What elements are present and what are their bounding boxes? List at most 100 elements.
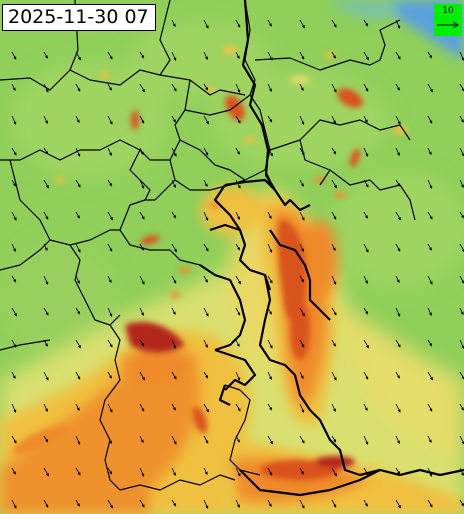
wind-arrow-icon bbox=[43, 115, 48, 125]
wind-scale-value: 10 bbox=[442, 6, 454, 16]
wind-arrow-icon bbox=[363, 435, 369, 445]
wind-arrow-icon bbox=[459, 211, 464, 219]
wind-arrow-icon bbox=[171, 403, 176, 411]
wind-arrow-icon bbox=[75, 83, 81, 92]
wind-arrow-icon bbox=[331, 51, 336, 59]
wind-arrow-icon bbox=[43, 211, 49, 220]
wind-arrow-icon bbox=[203, 499, 209, 509]
wind-arrow-icon bbox=[11, 243, 16, 253]
wind-arrow-icon bbox=[203, 147, 209, 156]
wind-arrow-icon bbox=[43, 339, 48, 347]
wind-arrow-icon bbox=[437, 21, 459, 29]
wind-arrow-icon bbox=[235, 339, 240, 348]
wind-arrow-icon bbox=[395, 371, 400, 379]
wind-arrow-icon bbox=[75, 371, 81, 380]
wind-arrow-icon bbox=[43, 403, 48, 413]
wind-arrow-icon bbox=[427, 435, 432, 444]
wind-arrow-icon bbox=[203, 51, 208, 61]
wind-arrow-icon bbox=[427, 211, 433, 220]
wind-arrow-icon bbox=[203, 275, 208, 283]
wind-arrow-icon bbox=[427, 115, 433, 124]
wind-arrow-icon bbox=[267, 435, 273, 445]
wind-arrow-icon bbox=[235, 211, 240, 221]
wind-arrow-icon bbox=[395, 307, 401, 317]
wind-arrow-icon bbox=[299, 435, 305, 444]
wind-arrow-icon bbox=[203, 211, 209, 221]
wind-arrow-icon bbox=[171, 179, 176, 189]
wind-arrow-icon bbox=[267, 211, 272, 220]
wind-arrow-icon bbox=[395, 179, 401, 187]
wind-arrow-icon bbox=[427, 467, 433, 477]
wind-arrow-icon bbox=[203, 435, 209, 444]
wind-arrow-icon bbox=[139, 275, 145, 285]
wind-arrow-icon bbox=[363, 115, 368, 124]
wind-arrow-icon bbox=[331, 499, 337, 508]
wind-arrow-icon bbox=[299, 19, 305, 29]
wind-arrow-icon bbox=[75, 147, 81, 157]
wind-arrow-icon bbox=[267, 179, 273, 188]
wind-arrow-icon bbox=[427, 307, 432, 317]
wind-arrow-icon bbox=[107, 275, 112, 284]
wind-arrow-icon bbox=[459, 499, 464, 507]
wind-arrow-icon bbox=[171, 435, 177, 445]
wind-arrow-icon bbox=[43, 371, 49, 381]
wind-arrows bbox=[11, 19, 464, 509]
wind-arrow-icon bbox=[139, 371, 145, 381]
wind-arrow-icon bbox=[459, 83, 464, 92]
wind-arrow-icon bbox=[299, 339, 305, 348]
wind-arrow-icon bbox=[107, 179, 113, 187]
wind-arrow-icon bbox=[267, 147, 273, 157]
wind-arrow-icon bbox=[299, 307, 305, 317]
wind-arrow-icon bbox=[171, 307, 176, 316]
wind-arrow-icon bbox=[235, 147, 240, 155]
wind-arrow-icon bbox=[11, 147, 17, 156]
wind-arrow-icon bbox=[107, 83, 112, 91]
wind-arrow-icon bbox=[139, 435, 144, 444]
wind-arrow-icon bbox=[235, 51, 240, 60]
wind-arrow-icon bbox=[171, 243, 177, 253]
wind-arrow-icon bbox=[107, 243, 113, 252]
wind-arrow-icon bbox=[331, 115, 336, 125]
wind-arrow-icon bbox=[139, 499, 145, 508]
wind-arrow-icon bbox=[43, 307, 49, 316]
wind-arrow-icon bbox=[75, 275, 80, 285]
wind-arrow-icon bbox=[267, 275, 273, 284]
wind-arrow-icon bbox=[171, 371, 177, 380]
wind-arrow-icon bbox=[395, 403, 401, 413]
wind-arrow-icon bbox=[75, 339, 81, 349]
wind-arrow-icon bbox=[107, 147, 112, 157]
wind-arrow-icon bbox=[139, 147, 144, 156]
wind-arrow-icon bbox=[171, 275, 177, 284]
wind-arrow-icon bbox=[171, 19, 176, 28]
wind-arrow-icon bbox=[363, 147, 369, 157]
wind-arrow-icon bbox=[75, 115, 80, 124]
wind-arrow-icon bbox=[171, 115, 176, 123]
wind-arrow-icon bbox=[171, 211, 177, 219]
wind-arrow-icon bbox=[459, 275, 464, 284]
wind-arrow-icon bbox=[171, 51, 177, 61]
wind-arrow-icon bbox=[107, 211, 113, 221]
wind-arrow-icon bbox=[43, 275, 49, 285]
wind-arrow-icon bbox=[427, 275, 433, 285]
wind-arrow-icon bbox=[459, 51, 464, 61]
severe-wind-streaks bbox=[12, 88, 363, 480]
wind-arrow-icon bbox=[331, 275, 337, 285]
wind-arrow-icon bbox=[235, 467, 241, 477]
wind-arrow-icon bbox=[267, 19, 272, 27]
wind-arrow-icon bbox=[75, 403, 80, 412]
wind-arrow-icon bbox=[235, 179, 241, 189]
wind-arrow-icon bbox=[75, 211, 80, 219]
wind-arrow-icon bbox=[203, 371, 209, 379]
wind-arrow-icon bbox=[427, 243, 432, 251]
wind-arrow-icon bbox=[459, 147, 464, 157]
wind-arrow-icon bbox=[331, 435, 337, 443]
wind-arrow-icon bbox=[171, 339, 177, 349]
wind-arrow-icon bbox=[107, 307, 113, 317]
wind-arrow-icon bbox=[107, 115, 113, 125]
wind-arrow-icon bbox=[107, 403, 113, 413]
wind-arrow-icon bbox=[395, 467, 401, 475]
wind-arrow-icon bbox=[11, 51, 17, 60]
wind-arrow-icon bbox=[363, 243, 369, 253]
wind-arrow-icon bbox=[11, 179, 16, 187]
